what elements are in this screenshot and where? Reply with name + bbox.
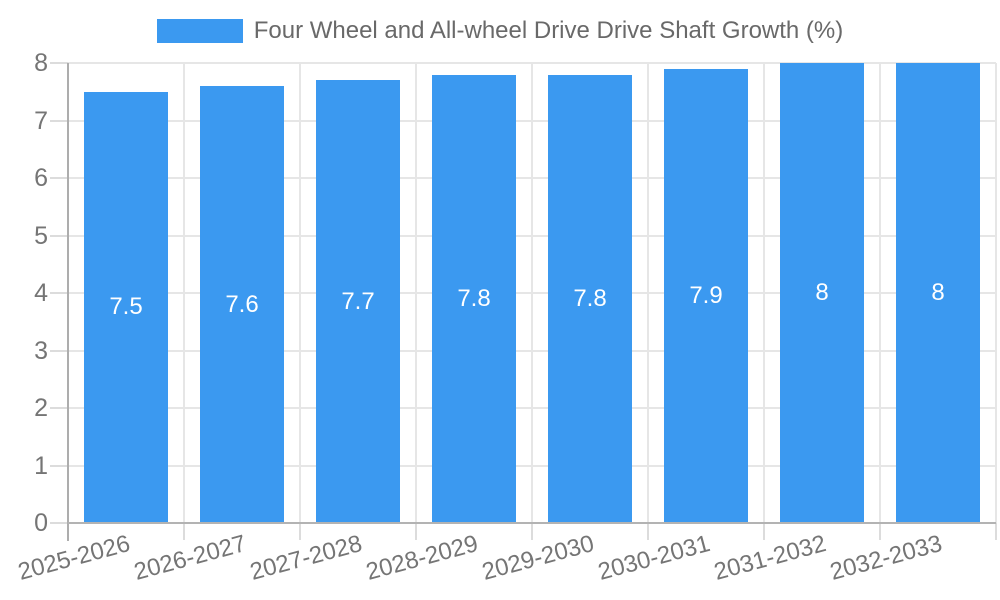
bar-2030-2031: 7.9	[664, 68, 748, 523]
y-axis-tick-label: 7	[34, 106, 48, 135]
v-gridline	[879, 63, 881, 523]
y-axis-tick-label: 3	[34, 336, 48, 365]
bar-2031-2032: 8	[780, 63, 864, 523]
v-gridline	[995, 63, 997, 523]
bar-2027-2028: 7.7	[316, 80, 400, 523]
v-gridline	[647, 63, 649, 523]
v-gridline	[299, 63, 301, 523]
y-axis-tick-label: 2	[34, 394, 48, 422]
x-axis-tick	[647, 523, 649, 540]
bar-value-label: 7.8	[457, 284, 491, 312]
bar-value-label: 7.7	[341, 287, 375, 315]
y-axis-tick	[50, 177, 68, 179]
bar-value-label: 7.5	[109, 293, 143, 321]
v-gridline	[183, 63, 185, 523]
y-axis-tick-label: 8	[34, 49, 48, 77]
bar-value-label: 7.8	[573, 284, 607, 312]
y-axis-tick	[50, 349, 68, 352]
v-gridline	[531, 63, 533, 523]
bar-2028-2029: 7.8	[432, 74, 516, 523]
y-axis-tick-label: 1	[34, 451, 48, 480]
y-axis-tick	[50, 522, 68, 524]
x-axis-line	[68, 522, 996, 524]
y-axis-tick-label: 6	[34, 164, 48, 192]
y-axis-tick-label: 4	[34, 279, 48, 307]
legend: Four Wheel and All-wheel Drive Drive Sha…	[0, 17, 1000, 45]
x-axis-tick	[299, 523, 301, 540]
legend-label: Four Wheel and All-wheel Drive Drive Sha…	[253, 17, 844, 44]
y-axis-tick-label: 5	[34, 221, 48, 250]
y-axis-tick-label: 0	[34, 509, 48, 537]
bar-2025-2026: 7.5	[84, 91, 168, 523]
y-axis-tick	[50, 62, 68, 64]
bar-2029-2030: 7.8	[548, 74, 632, 523]
x-axis-tick	[415, 523, 417, 540]
x-axis-tick	[879, 523, 881, 540]
v-gridline	[763, 63, 765, 523]
y-axis-tick	[50, 292, 68, 294]
x-axis-tick	[763, 523, 765, 540]
y-axis-tick	[50, 407, 68, 409]
plot-area: 7.5 7.6 7.7 7.8 7.8 7.9 8 8	[50, 62, 997, 541]
bar-value-label: 7.6	[225, 290, 259, 318]
bar-2032-2033: 8	[896, 63, 980, 523]
legend-swatch	[156, 19, 243, 43]
y-axis-line	[67, 63, 69, 541]
bar-value-label: 7.9	[689, 281, 723, 309]
bar-2026-2027: 7.6	[200, 86, 284, 523]
x-axis-tick	[183, 523, 185, 540]
bar-value-label: 8	[931, 279, 945, 306]
x-axis-tick	[531, 523, 533, 540]
y-axis-tick	[50, 464, 68, 467]
bar-value-label: 8	[815, 279, 829, 306]
y-axis-tick	[50, 119, 68, 122]
y-axis-tick	[50, 234, 68, 237]
v-gridline	[415, 63, 417, 523]
x-axis-tick	[995, 523, 997, 540]
